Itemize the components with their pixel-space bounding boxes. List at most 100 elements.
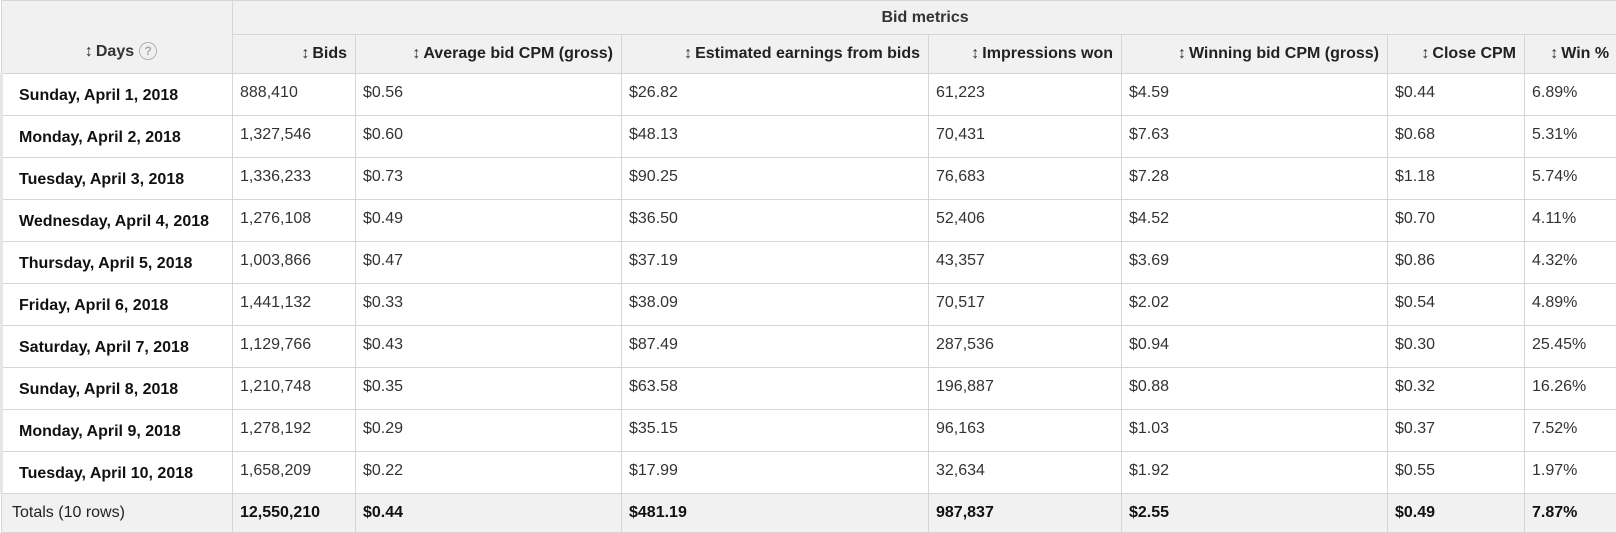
cell-winning-bid-cpm: $0.88: [1122, 368, 1388, 410]
sort-arrows-icon[interactable]: ↕: [971, 45, 979, 63]
total-winning-bid-cpm: $2.55: [1122, 494, 1388, 533]
row-day-label: Sunday, April 8, 2018: [2, 368, 233, 410]
cell-impressions-won: 52,406: [929, 200, 1122, 242]
cell-estimated-earnings: $35.15: [622, 410, 929, 452]
cell-impressions-won: 70,431: [929, 116, 1122, 158]
cell-estimated-earnings: $87.49: [622, 326, 929, 368]
cell-average-bid-cpm: $0.73: [356, 158, 622, 200]
question-circle-icon[interactable]: ?: [139, 42, 157, 60]
cell-impressions-won: 61,223: [929, 74, 1122, 116]
cell-win-percent: 5.31%: [1525, 116, 1616, 158]
cell-winning-bid-cpm: $4.59: [1122, 74, 1388, 116]
cell-winning-bid-cpm: $1.03: [1122, 410, 1388, 452]
cell-bids: 1,336,233: [233, 158, 356, 200]
total-close-cpm: $0.49: [1388, 494, 1525, 533]
sort-arrows-icon[interactable]: ↕: [1550, 45, 1558, 63]
days-column-header[interactable]: ↕Days?: [2, 1, 233, 74]
sort-arrows-icon[interactable]: ↕: [684, 45, 692, 63]
header-group-row: ↕Days? Bid metrics: [2, 1, 1616, 35]
total-impressions-won: 987,837: [929, 494, 1122, 533]
sort-arrows-icon[interactable]: ↕: [1421, 45, 1429, 63]
cell-average-bid-cpm: $0.35: [356, 368, 622, 410]
cell-close-cpm: $0.55: [1388, 452, 1525, 494]
cell-estimated-earnings: $37.19: [622, 242, 929, 284]
cell-average-bid-cpm: $0.49: [356, 200, 622, 242]
row-day-label: Tuesday, April 3, 2018: [2, 158, 233, 200]
column-header-bids[interactable]: ↕Bids: [233, 35, 356, 74]
cell-close-cpm: $0.86: [1388, 242, 1525, 284]
cell-estimated-earnings: $90.25: [622, 158, 929, 200]
column-header-label: Bids: [312, 45, 347, 62]
cell-impressions-won: 196,887: [929, 368, 1122, 410]
cell-impressions-won: 43,357: [929, 242, 1122, 284]
cell-average-bid-cpm: $0.60: [356, 116, 622, 158]
cell-bids: 1,276,108: [233, 200, 356, 242]
column-header-estimated-earnings[interactable]: ↕Estimated earnings from bids: [622, 35, 929, 74]
column-header-impressions-won[interactable]: ↕Impressions won: [929, 35, 1122, 74]
column-header-label: Average bid CPM (gross): [423, 45, 613, 62]
header-columns-row: ↕Bids↕Average bid CPM (gross)↕Estimated …: [2, 35, 1616, 74]
cell-impressions-won: 32,634: [929, 452, 1122, 494]
cell-bids: 1,658,209: [233, 452, 356, 494]
cell-win-percent: 5.74%: [1525, 158, 1616, 200]
row-day-label: Thursday, April 5, 2018: [2, 242, 233, 284]
column-header-label: Estimated earnings from bids: [695, 45, 920, 62]
cell-bids: 1,327,546: [233, 116, 356, 158]
cell-bids: 1,278,192: [233, 410, 356, 452]
cell-winning-bid-cpm: $4.52: [1122, 200, 1388, 242]
cell-win-percent: 7.52%: [1525, 410, 1616, 452]
sort-arrows-icon[interactable]: ↕: [85, 43, 93, 61]
column-header-label: Close CPM: [1432, 45, 1516, 62]
column-header-winning-bid-cpm[interactable]: ↕Winning bid CPM (gross): [1122, 35, 1388, 74]
column-header-win-percent[interactable]: ↕Win %: [1525, 35, 1616, 74]
cell-close-cpm: $0.30: [1388, 326, 1525, 368]
cell-close-cpm: $0.44: [1388, 74, 1525, 116]
cell-bids: 1,003,866: [233, 242, 356, 284]
cell-estimated-earnings: $38.09: [622, 284, 929, 326]
cell-bids: 888,410: [233, 74, 356, 116]
total-average-bid-cpm: $0.44: [356, 494, 622, 533]
totals-label: Totals (10 rows): [2, 494, 233, 533]
cell-winning-bid-cpm: $1.92: [1122, 452, 1388, 494]
cell-estimated-earnings: $63.58: [622, 368, 929, 410]
cell-close-cpm: $1.18: [1388, 158, 1525, 200]
cell-winning-bid-cpm: $0.94: [1122, 326, 1388, 368]
total-win-percent: 7.87%: [1525, 494, 1616, 533]
cell-impressions-won: 76,683: [929, 158, 1122, 200]
cell-close-cpm: $0.70: [1388, 200, 1525, 242]
row-day-label: Tuesday, April 10, 2018: [2, 452, 233, 494]
column-header-label: Win %: [1561, 45, 1609, 62]
row-day-label: Friday, April 6, 2018: [2, 284, 233, 326]
column-header-close-cpm[interactable]: ↕Close CPM: [1388, 35, 1525, 74]
row-day-label: Monday, April 2, 2018: [2, 116, 233, 158]
cell-average-bid-cpm: $0.47: [356, 242, 622, 284]
bid-metrics-report: ↕Days? Bid metrics ↕Bids↕Average bid CPM…: [0, 0, 1616, 517]
cell-estimated-earnings: $17.99: [622, 452, 929, 494]
cell-close-cpm: $0.32: [1388, 368, 1525, 410]
cell-close-cpm: $0.68: [1388, 116, 1525, 158]
cell-estimated-earnings: $36.50: [622, 200, 929, 242]
column-header-label: Impressions won: [982, 45, 1113, 62]
total-estimated-earnings: $481.19: [622, 494, 929, 533]
sort-arrows-icon[interactable]: ↕: [301, 45, 309, 63]
cell-impressions-won: 70,517: [929, 284, 1122, 326]
cell-win-percent: 25.45%: [1525, 326, 1616, 368]
sort-arrows-icon[interactable]: ↕: [412, 45, 420, 63]
cell-estimated-earnings: $26.82: [622, 74, 929, 116]
cell-impressions-won: 287,536: [929, 326, 1122, 368]
cell-average-bid-cpm: $0.56: [356, 74, 622, 116]
cell-close-cpm: $0.37: [1388, 410, 1525, 452]
column-header-average-bid-cpm[interactable]: ↕Average bid CPM (gross): [356, 35, 622, 74]
sort-arrows-icon[interactable]: ↕: [1178, 45, 1186, 63]
cell-winning-bid-cpm: $2.02: [1122, 284, 1388, 326]
row-day-label: Wednesday, April 4, 2018: [2, 200, 233, 242]
